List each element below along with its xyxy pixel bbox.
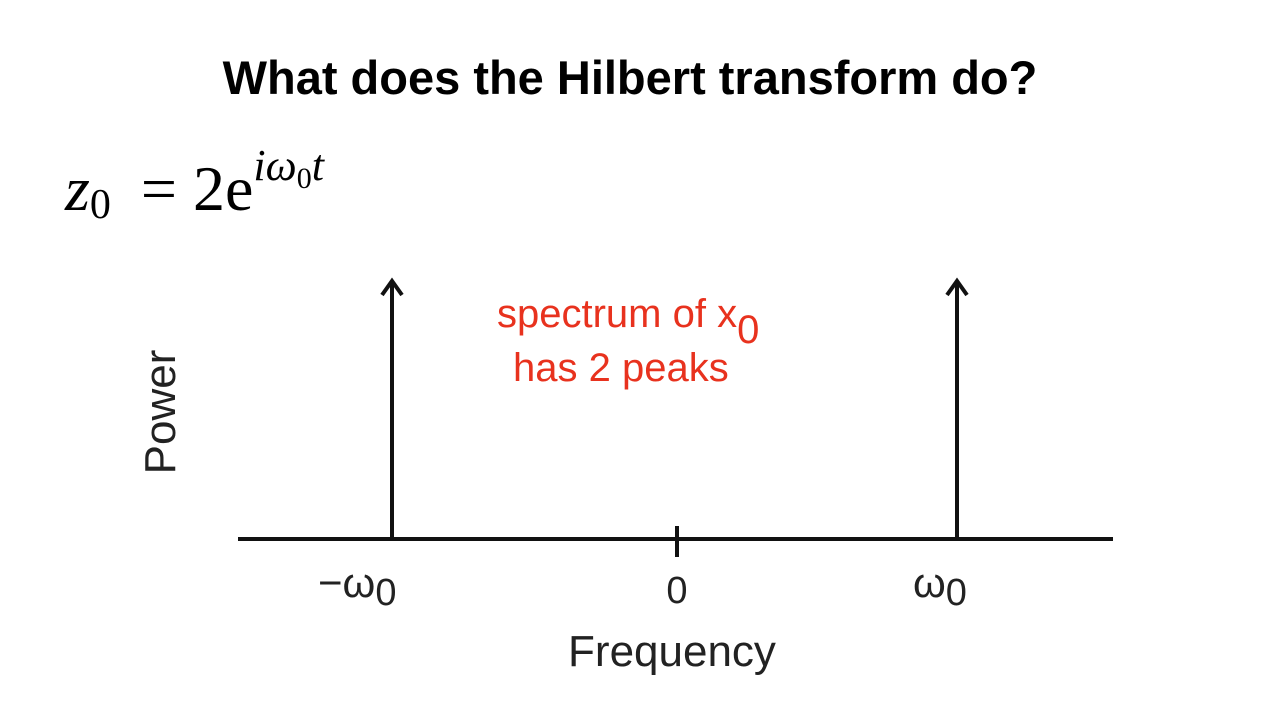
slide-title: What does the Hilbert transform do? <box>223 51 1038 104</box>
annotation-sub: 0 <box>737 308 759 352</box>
axes <box>238 277 1113 557</box>
tick-label: −ω0 <box>318 559 396 614</box>
arrow-head <box>945 277 969 297</box>
tick-text: −ω <box>318 559 375 606</box>
equation-lhs-sub: 0 <box>90 182 111 228</box>
arrow-head <box>380 277 404 297</box>
y-axis-label: Power <box>136 350 185 475</box>
x-axis-label: Frequency <box>568 627 776 676</box>
annotation-text: spectrum of x <box>497 292 737 336</box>
equation: z0 = 2eiω0t <box>64 141 326 228</box>
equation-sup-tail: t <box>312 141 326 190</box>
annotation-line: spectrum of x0 <box>497 292 759 352</box>
tick-label: ω0 <box>913 559 967 614</box>
equation-sup: iω <box>253 141 296 190</box>
equation-rhs: = 2e <box>141 153 254 224</box>
equation-lhs: z <box>64 153 90 224</box>
tick-sub: 0 <box>375 572 396 614</box>
equation-sup-sub: 0 <box>297 162 312 195</box>
tick-label: 0 <box>666 570 687 612</box>
annotation-line: has 2 peaks <box>513 346 729 390</box>
tick-text: ω <box>913 559 946 606</box>
tick-sub: 0 <box>946 572 967 614</box>
